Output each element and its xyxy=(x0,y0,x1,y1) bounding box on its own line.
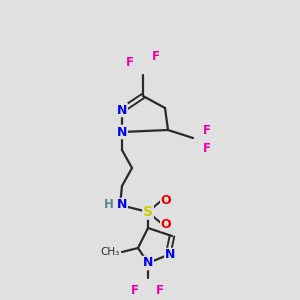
Text: F: F xyxy=(203,142,211,154)
Text: CH₃: CH₃ xyxy=(101,247,120,257)
Text: S: S xyxy=(143,205,153,219)
Text: N: N xyxy=(117,199,127,212)
Text: O: O xyxy=(161,218,171,230)
Text: F: F xyxy=(203,124,211,136)
Text: O: O xyxy=(161,194,171,206)
Text: F: F xyxy=(152,50,160,64)
Text: F: F xyxy=(156,284,164,298)
Text: N: N xyxy=(165,248,175,262)
Text: H: H xyxy=(104,199,114,212)
Text: N: N xyxy=(117,125,127,139)
Text: F: F xyxy=(131,284,139,298)
Text: F: F xyxy=(126,56,134,68)
Text: N: N xyxy=(143,256,153,269)
Text: N: N xyxy=(117,103,127,116)
